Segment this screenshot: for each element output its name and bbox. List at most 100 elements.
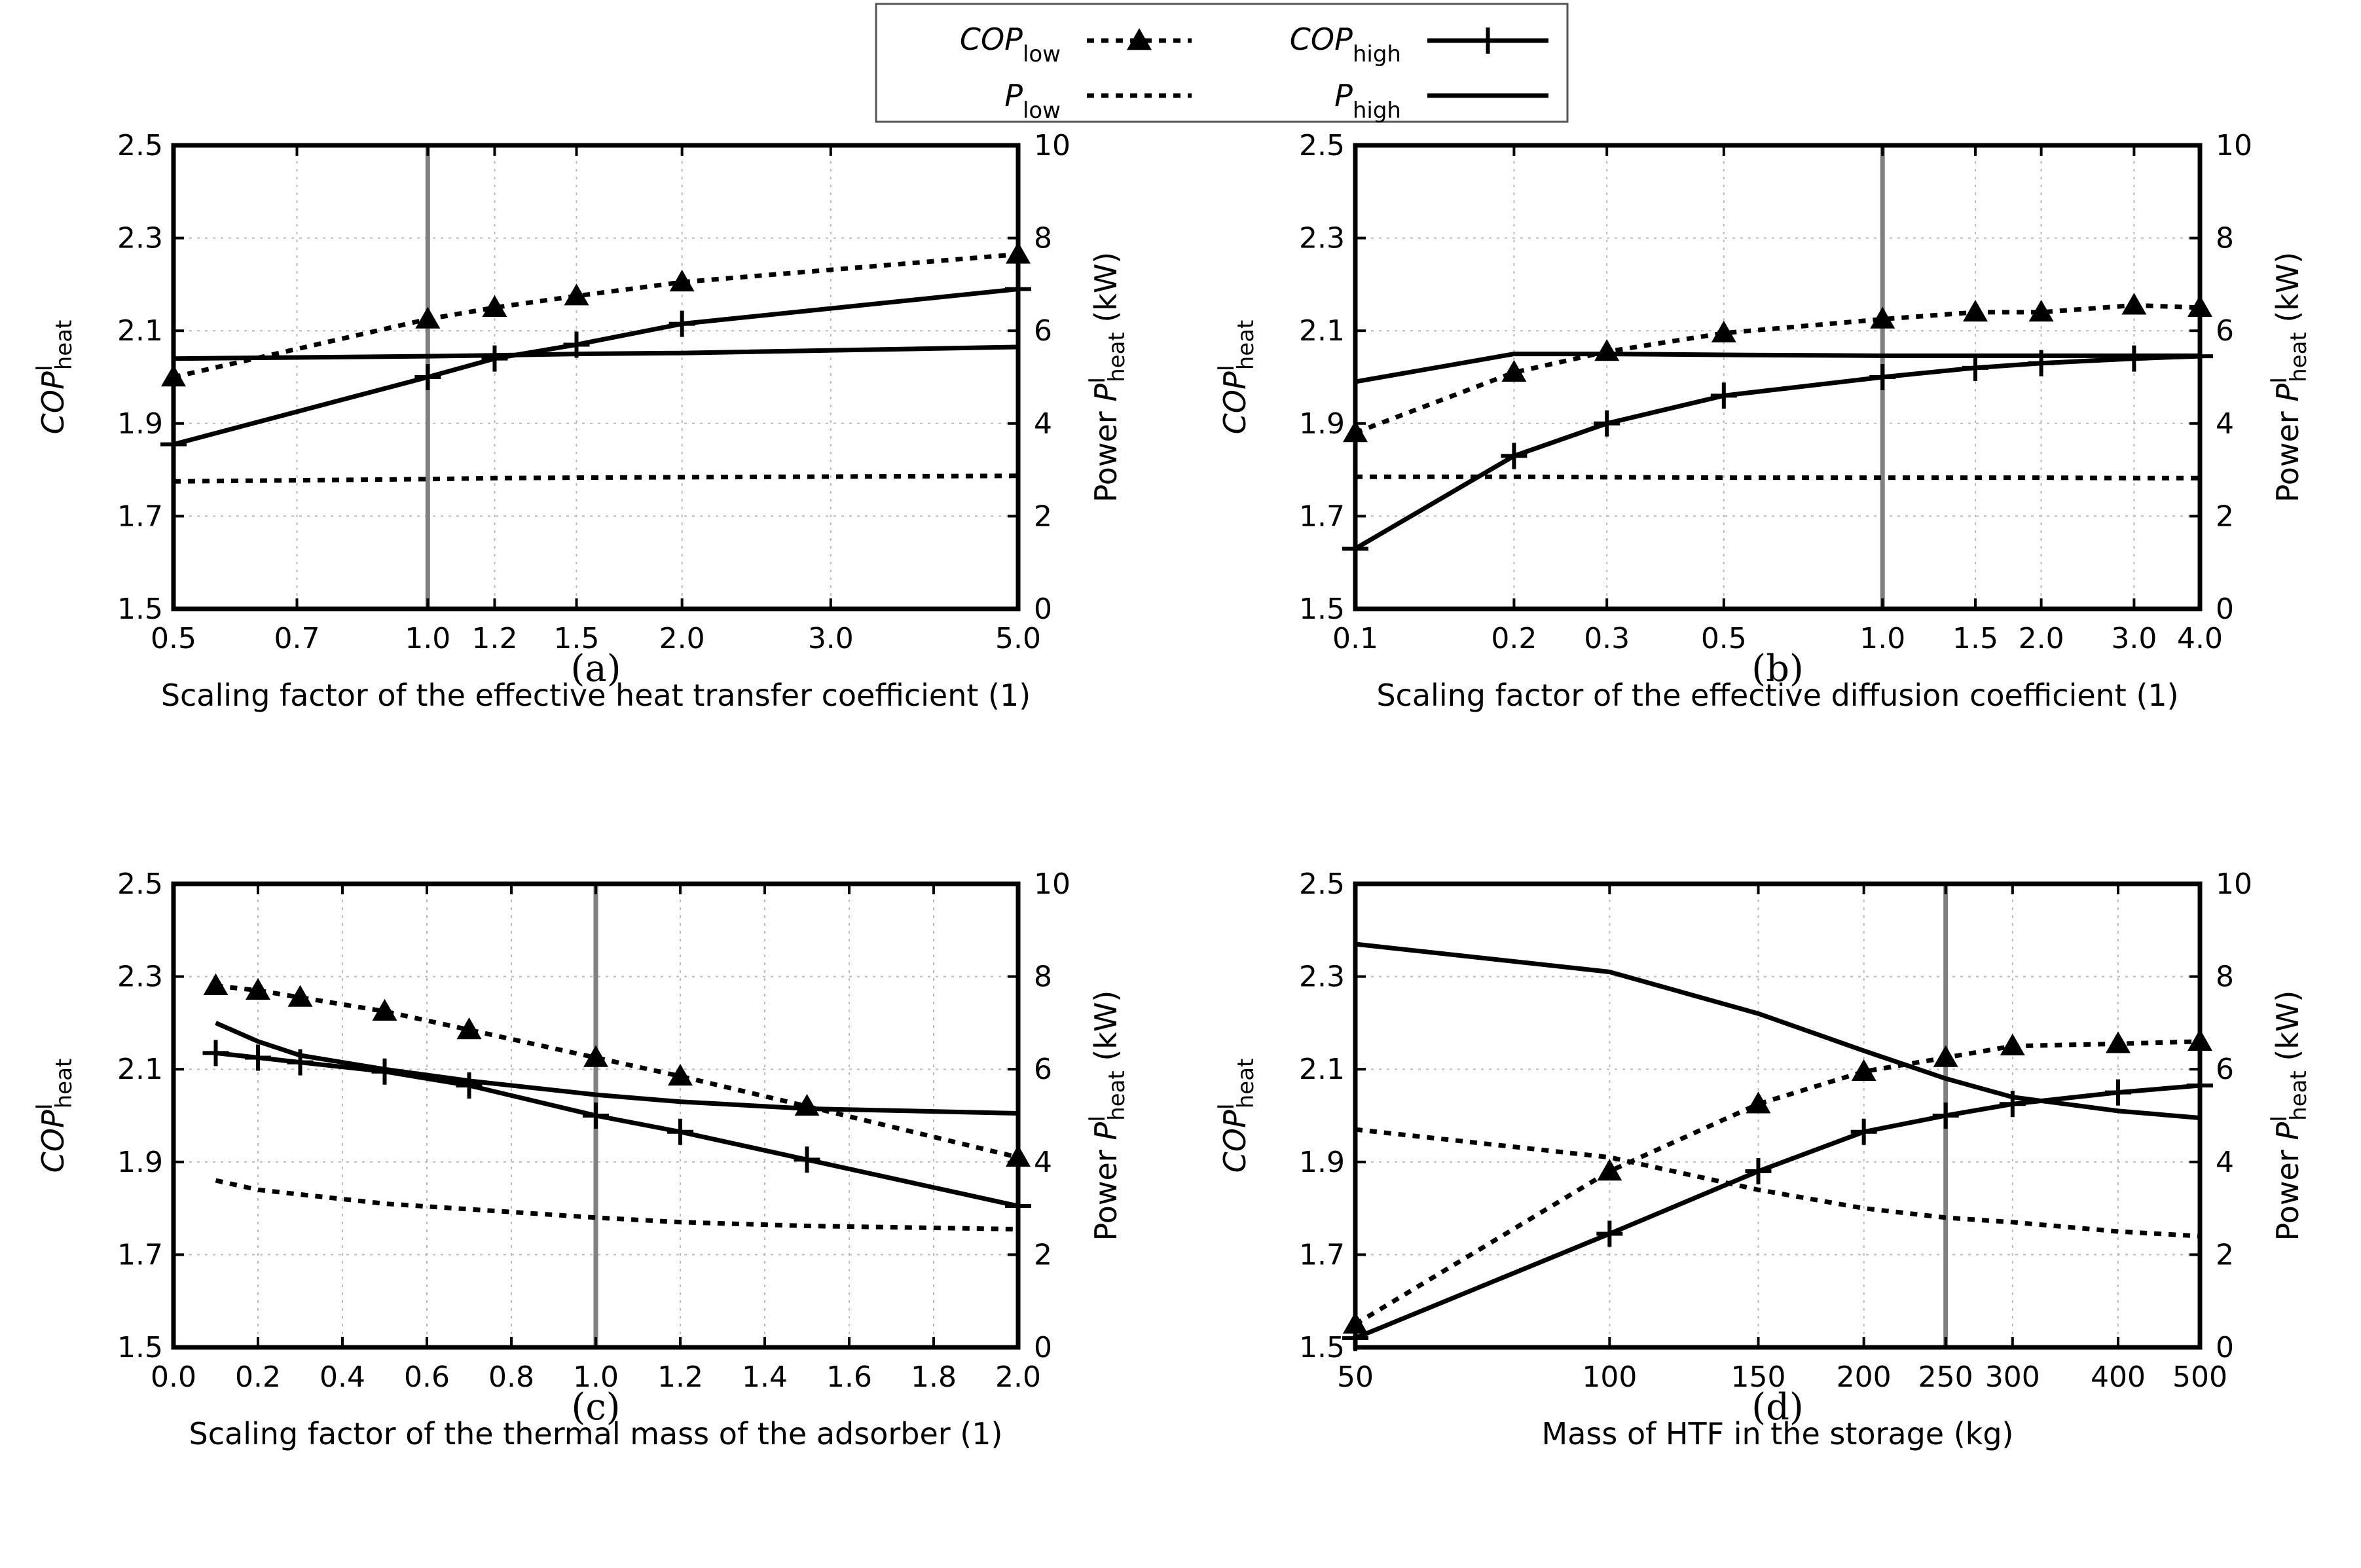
x-tick-label: 200 <box>1837 1360 1892 1394</box>
panels: 0.5 0.7 1.0 1.2 1.5 2.0 3.0 5.0 1.5 1.7 1.9 2.1 2.3 2… <box>31 129 2312 1451</box>
y-axis-label-main: COP <box>1217 1110 1253 1173</box>
panel-b: 0.1 0.2 0.3 0.5 1.0 1.5 2.0 3.0 4.0 1.5 1.7 1.9 2.1 2… <box>1213 129 2312 713</box>
plot-frame <box>1353 143 2203 611</box>
y-axis-label-main: COP <box>35 371 71 434</box>
y-tick-label: 1.7 <box>117 500 163 533</box>
y2-axis-label-sup: I <box>1084 377 1110 384</box>
x-tick-label: 250 <box>1918 1360 1973 1394</box>
series-cop-low <box>1343 293 2212 443</box>
y-axis-label-sup: I <box>1213 1103 1239 1110</box>
series-p-high <box>1355 941 2201 1120</box>
y2-tick-label: 8 <box>1034 960 1052 994</box>
y-tick-label: 2.5 <box>117 867 163 901</box>
data-point-triangle <box>482 295 507 318</box>
x-tick-label: 2.0 <box>659 622 705 655</box>
data-point-plus <box>2121 345 2148 372</box>
x-tick-label: 1.0 <box>573 1360 619 1394</box>
series-p-high <box>173 344 1019 361</box>
data-point-triangle <box>372 998 397 1021</box>
legend-label-sub: low <box>1023 98 1061 124</box>
data-point-triangle <box>246 977 270 1000</box>
y-tick-label: 2.3 <box>117 222 163 255</box>
y-tick-label: 2.1 <box>117 1053 163 1086</box>
data-point-plus <box>667 1118 693 1145</box>
y-axis-label-sup: I <box>31 1103 58 1110</box>
data-point-triangle <box>1597 1158 1622 1181</box>
y2-axis-label-main: P <box>1088 1122 1124 1140</box>
data-point-triangle <box>2121 293 2147 315</box>
y2-tick-label: 2 <box>1034 500 1052 533</box>
series-line <box>215 983 1019 1160</box>
y-axis-label: COPIheat <box>31 320 77 435</box>
series-line <box>173 251 1019 380</box>
y2-tick-label: 0 <box>2216 1331 2234 1364</box>
series-cop-high <box>1342 343 2213 562</box>
series-line <box>1355 1127 2201 1239</box>
panel-caption: (c) <box>571 1386 620 1429</box>
series-p-low <box>215 1178 1019 1231</box>
series-cop-low <box>203 973 1031 1167</box>
series-line <box>1354 302 2201 435</box>
y2-tick-label: 10 <box>2216 129 2252 162</box>
y-tick-label: 1.7 <box>117 1238 163 1271</box>
y2-axis-label-sup: I <box>2266 1116 2292 1122</box>
y-tick-label: 2.5 <box>1299 867 1345 901</box>
x-tick-label: 150 <box>1730 1360 1785 1394</box>
y-tick-label: 2.3 <box>1299 222 1345 255</box>
x-tick-label: 3.0 <box>808 622 854 655</box>
data-point-plus <box>245 1044 271 1071</box>
y-tick-label: 2.5 <box>1299 129 1345 162</box>
data-point-triangle <box>1963 299 1988 322</box>
data-point-plus <box>1850 1118 1877 1145</box>
y-axis-label-sub: heat <box>1233 1059 1259 1109</box>
x-tick-label: 0.5 <box>1701 622 1747 655</box>
x-tick-label: 0.8 <box>488 1360 534 1394</box>
y2-tick-label: 0 <box>1034 593 1052 626</box>
series-cop-high <box>1342 1072 2213 1351</box>
plot-frame <box>171 143 1021 611</box>
y2-tick-label: 0 <box>1034 1331 1052 1364</box>
grid <box>173 145 1019 610</box>
series-line <box>1355 941 2201 1120</box>
data-point-plus <box>794 1146 820 1173</box>
y2-axis-label-post: (kW) <box>2270 991 2305 1071</box>
x-tick-label: 3.0 <box>2111 622 2157 655</box>
data-point-plus <box>1594 410 1620 437</box>
y-tick-label: 2.3 <box>1299 960 1345 994</box>
y2-axis-label-post: (kW) <box>1088 252 1124 333</box>
data-point-triangle <box>1501 359 1527 382</box>
y-tick-label: 1.5 <box>117 593 163 626</box>
data-point-triangle <box>415 306 441 329</box>
data-point-triangle <box>1933 1045 1958 1067</box>
series-line <box>173 473 1019 484</box>
y-axis-label-sub: heat <box>1233 320 1259 371</box>
data-point-plus <box>1745 1158 1772 1184</box>
y2-axis-label-sub: heat <box>2286 332 2312 382</box>
y-axis-label: COPIheat <box>1213 320 1259 435</box>
plot-frame <box>1353 881 2203 1350</box>
data-point-triangle <box>2028 299 2054 322</box>
y2-axis-label-pre: Power <box>2270 402 2305 503</box>
data-point-triangle <box>1870 306 1895 329</box>
x-tick-label: 1.0 <box>405 622 450 655</box>
x-tick-label: 500 <box>2172 1360 2227 1394</box>
y2-tick-label: 0 <box>2216 593 2234 626</box>
x-axis-label: Scaling factor of the thermal mass of th… <box>189 1416 1003 1451</box>
legend-item-cop-high: COPhigh <box>1290 22 1548 67</box>
y2-axis-label-pre: Power <box>1088 402 1124 503</box>
y-tick-label: 2.1 <box>1299 314 1345 348</box>
series-line <box>1355 474 2200 481</box>
data-point-triangle <box>2000 1033 2025 1056</box>
y2-axis-label-post: (kW) <box>2270 252 2305 333</box>
series-p-high <box>215 1021 1019 1116</box>
y2-axis-label-main: P <box>2270 1122 2305 1140</box>
data-point-plus <box>1710 382 1737 409</box>
x-tick-label: 1.4 <box>742 1360 788 1394</box>
x-tick-label: 1.0 <box>1859 622 1905 655</box>
y2-tick-label: 4 <box>2216 1146 2234 1179</box>
y-axis-label-sub: heat <box>51 320 77 371</box>
series-line <box>1355 352 2200 384</box>
grid <box>1355 145 2201 610</box>
x-tick-label: 2.0 <box>995 1360 1041 1394</box>
